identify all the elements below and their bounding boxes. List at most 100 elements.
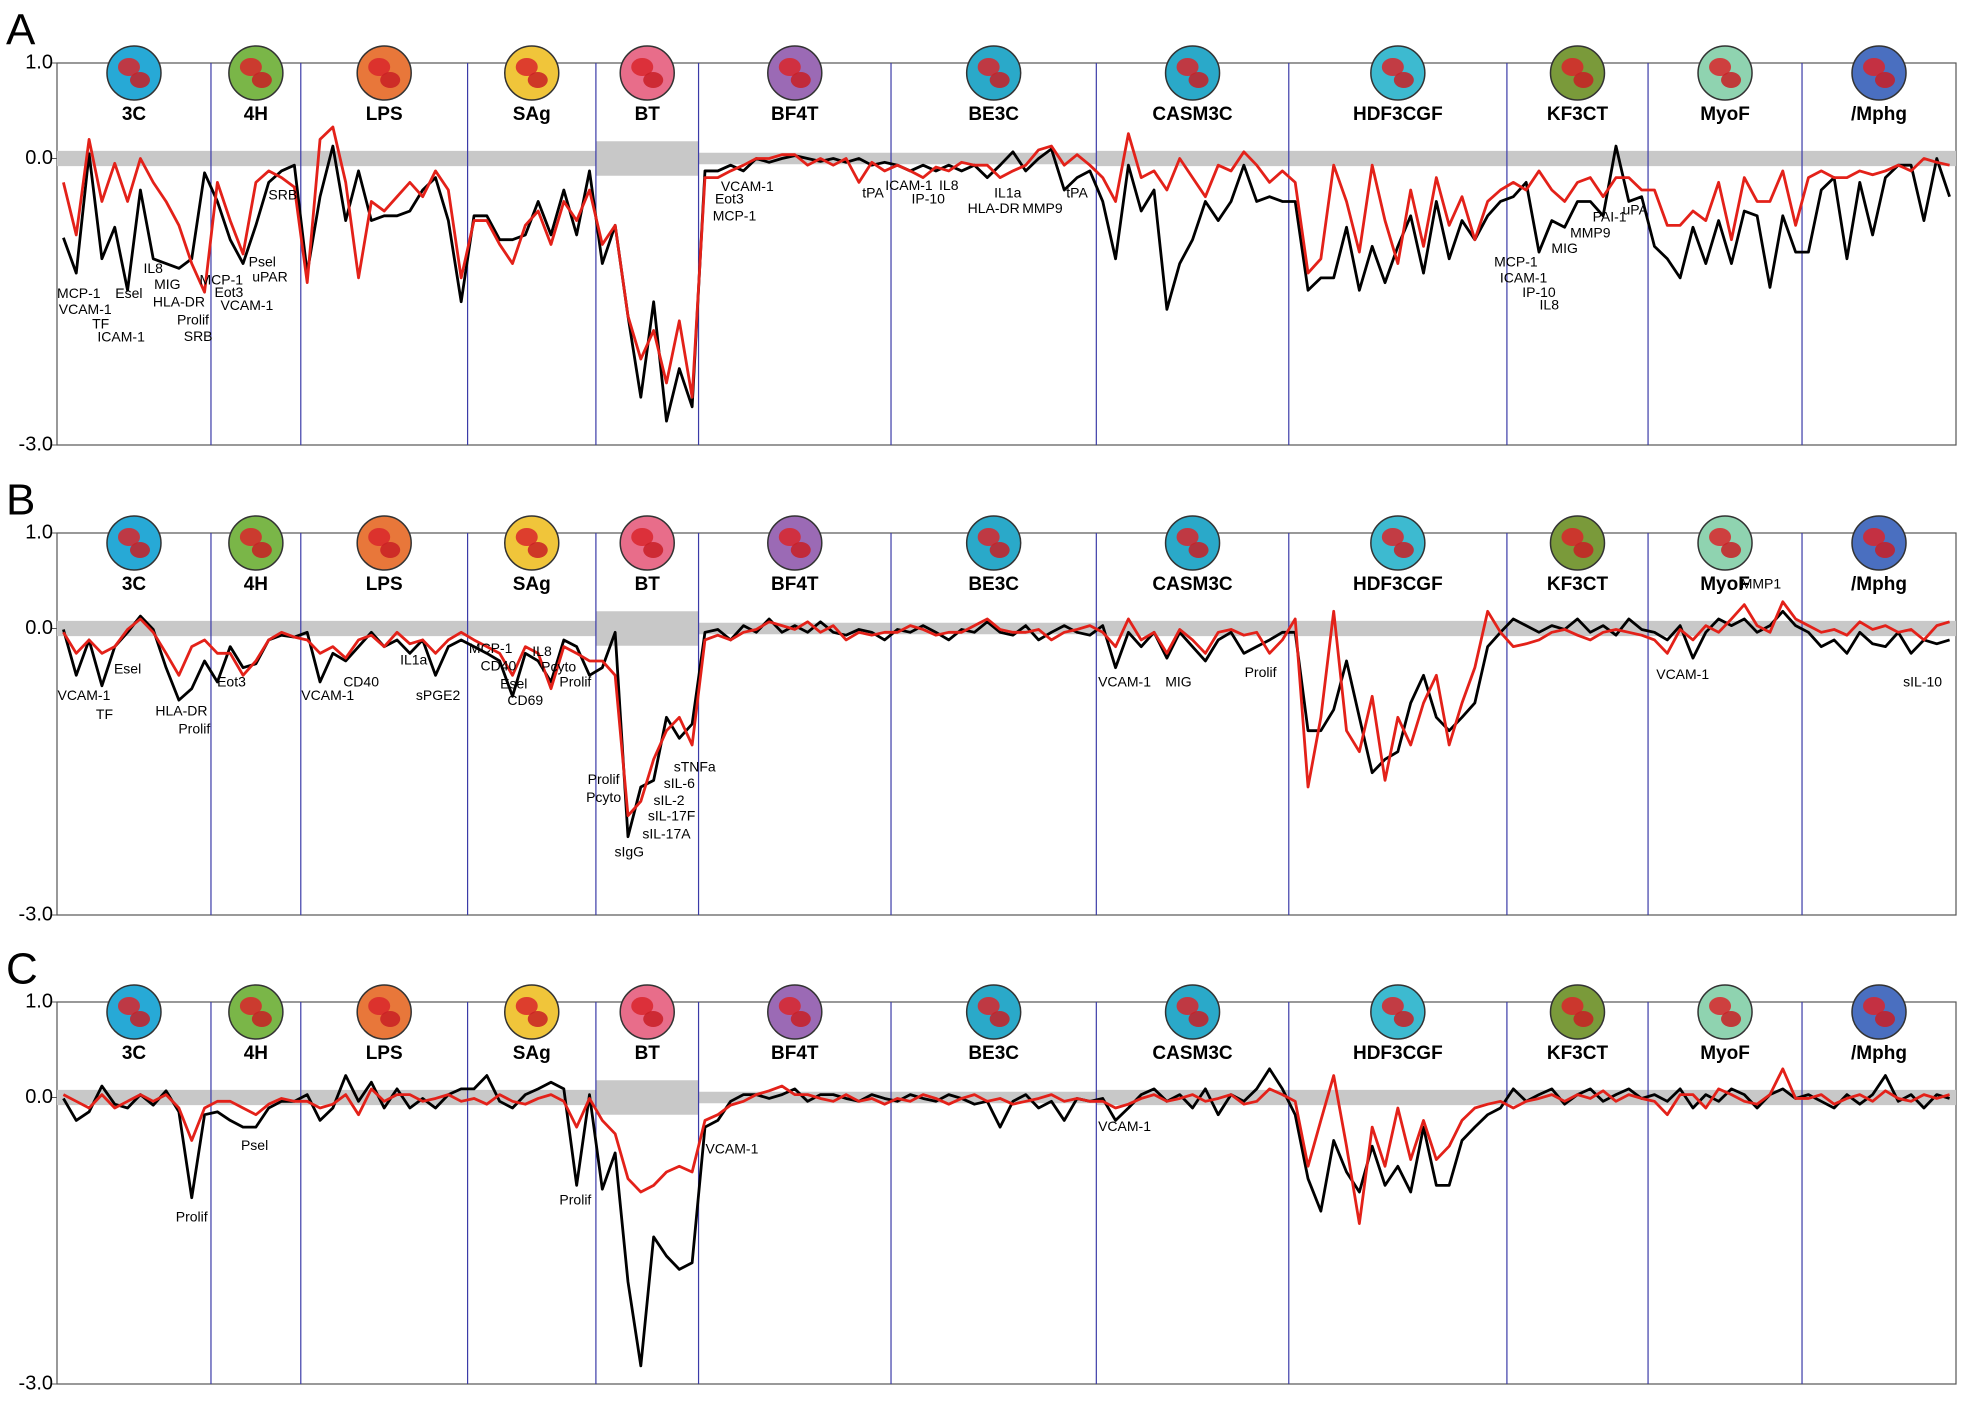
icon-cell: [1561, 997, 1584, 1015]
y-tick-label: -3.0: [19, 1372, 53, 1394]
series-line: [62, 600, 1950, 818]
annotation: MIG: [154, 276, 180, 292]
annotation: sIL-2: [653, 792, 684, 808]
icon-cell: [790, 542, 811, 558]
annotation: MMP9: [1570, 225, 1611, 241]
group-name: CASM3C: [1152, 574, 1233, 595]
significance-band: [1648, 620, 1803, 637]
icon-cell: [1573, 72, 1594, 88]
icon-cell: [778, 528, 801, 546]
annotation: VCAM-1: [1098, 674, 1151, 690]
icon-cell: [515, 58, 538, 76]
series-line: [62, 144, 1951, 423]
group-name: 3C: [122, 104, 147, 125]
significance-band: [1288, 150, 1507, 167]
icon-cell: [380, 542, 401, 558]
significance-band: [57, 620, 211, 637]
y-tick-label: 1.0: [25, 521, 53, 543]
icon-cell: [1381, 58, 1404, 76]
group-name: 4H: [244, 104, 268, 125]
y-tick-label: 0.0: [25, 147, 53, 169]
annotation: ICAM-1: [1500, 270, 1548, 286]
icon-cell: [368, 528, 391, 546]
icon-cell: [631, 58, 654, 76]
group-name: BT: [635, 574, 661, 595]
group-name: 3C: [122, 574, 147, 595]
series-line: [62, 125, 1950, 399]
significance-band: [57, 150, 211, 167]
group-name: CASM3C: [1152, 104, 1233, 125]
group-name: KF3CT: [1547, 574, 1609, 595]
annotation: IP-10: [1522, 284, 1556, 300]
icon-cell: [989, 72, 1010, 88]
icon-cell: [1188, 1011, 1209, 1027]
icon-cell: [1381, 997, 1404, 1015]
group-name: /Mphg: [1851, 104, 1907, 125]
annotation: MIG: [1551, 240, 1577, 256]
icon-cell: [1188, 542, 1209, 558]
group-name: 3C: [122, 1043, 147, 1064]
group-name: /Mphg: [1851, 1043, 1907, 1064]
annotation: Psel: [241, 1137, 268, 1153]
y-tick-label: -3.0: [19, 433, 53, 455]
icon-cell: [368, 58, 391, 76]
annotation: Eot3: [715, 190, 744, 206]
annotation: IL8: [143, 260, 163, 276]
annotation: Pcyto: [541, 658, 576, 674]
icon-cell: [1709, 58, 1732, 76]
annotation: sIL-6: [664, 775, 695, 791]
group-name: SAg: [513, 1043, 551, 1064]
annotation: SRB: [268, 186, 297, 202]
annotation: Esel: [115, 285, 142, 301]
group-name: MyoF: [1700, 1043, 1750, 1064]
annotation: HLA-DR: [968, 200, 1020, 216]
icon-cell: [1381, 528, 1404, 546]
group-name: HDF3CGF: [1353, 104, 1443, 125]
annotation: Eot3: [217, 674, 246, 690]
group-name: CASM3C: [1152, 1043, 1233, 1064]
annotation: sIgG: [614, 844, 644, 860]
annotation: VCAM-1: [721, 178, 774, 194]
significance-band: [467, 620, 596, 637]
group-name: BF4T: [771, 1043, 819, 1064]
icon-cell: [129, 1011, 150, 1027]
group-name: SAg: [513, 574, 551, 595]
icon-cell: [251, 542, 272, 558]
icon-cell: [1721, 542, 1742, 558]
significance-band: [1506, 1089, 1649, 1106]
group-name: 4H: [244, 574, 268, 595]
significance-band: [595, 141, 699, 176]
icon-cell: [368, 997, 391, 1015]
annotation: VCAM-1: [705, 1141, 758, 1157]
plot-frame: [56, 62, 1957, 446]
plot-frame: [56, 1001, 1957, 1385]
icon-cell: [1721, 1011, 1742, 1027]
y-tick-label: 1.0: [25, 51, 53, 73]
icon-cell: [239, 528, 262, 546]
icon-cell: [239, 997, 262, 1015]
icon-cell: [1863, 997, 1886, 1015]
annotation: VCAM-1: [1098, 1118, 1151, 1134]
significance-band: [595, 611, 699, 646]
icon-cell: [1875, 1011, 1896, 1027]
icon-cell: [1573, 542, 1594, 558]
annotation: sIL-17A: [642, 825, 691, 841]
icon-cell: [1393, 72, 1414, 88]
annotation: MMP1: [1741, 575, 1782, 591]
panel-label: B: [6, 476, 35, 525]
annotation: Prolif: [559, 674, 591, 690]
annotation: ICAM-1: [97, 329, 145, 345]
group-name: KF3CT: [1547, 1043, 1609, 1064]
icon-cell: [117, 528, 140, 546]
icon-cell: [251, 1011, 272, 1027]
icon-cell: [1188, 72, 1209, 88]
icon-cell: [527, 72, 548, 88]
icon-cell: [1176, 997, 1199, 1015]
y-tick-label: 0.0: [25, 617, 53, 639]
significance-band: [1288, 1089, 1507, 1106]
annotation: IL8: [1540, 296, 1560, 312]
icon-cell: [977, 528, 1000, 546]
annotation: MCP-1: [57, 285, 101, 301]
panel: C -3.0 0.0 1.0 3C 4H LPS SAg BT BF4T BE3C CASM3C HDF…: [6, 945, 1957, 1394]
